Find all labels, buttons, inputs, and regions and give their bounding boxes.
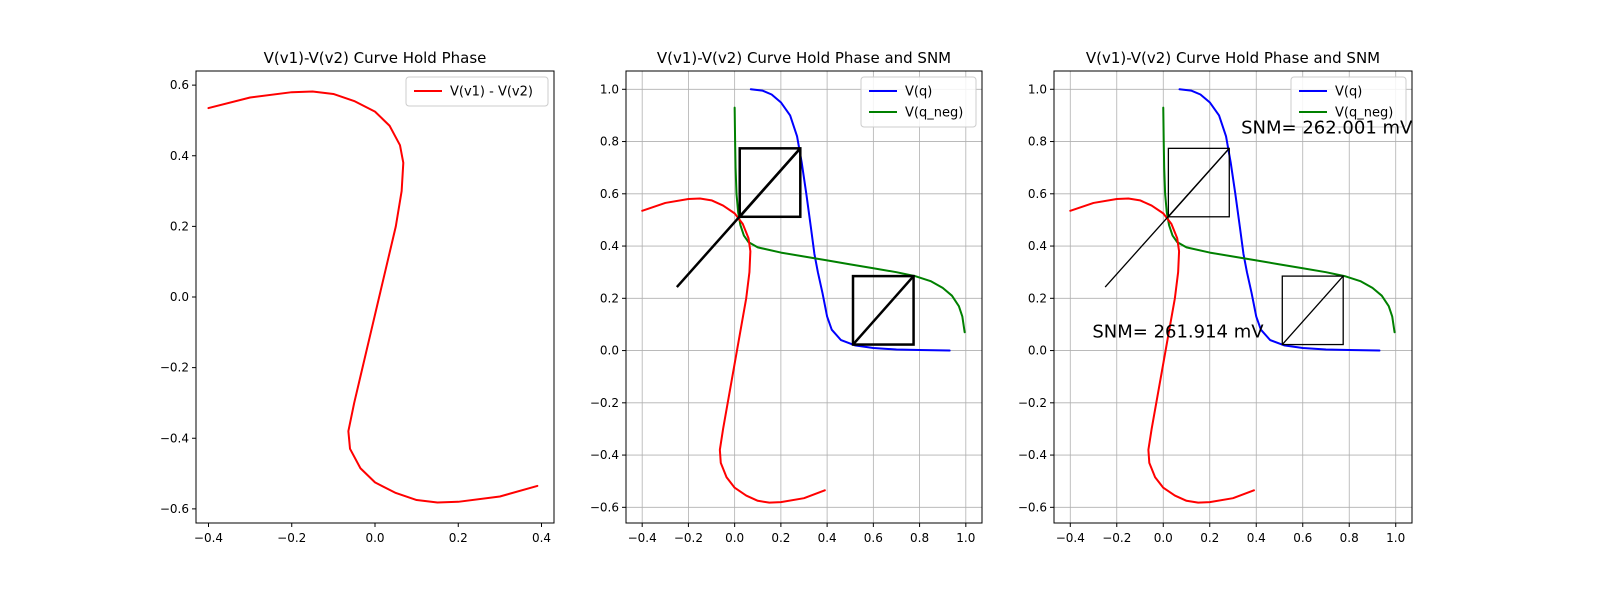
- x-tick-label: −0.2: [674, 531, 703, 545]
- x-tick-label: 1.0: [956, 531, 975, 545]
- x-tick-label: −0.4: [1056, 531, 1085, 545]
- y-tick-label: −0.2: [160, 361, 189, 375]
- y-tick-label: 0.2: [600, 291, 619, 305]
- legend-label: V(q_neg): [905, 106, 963, 121]
- snm-box-1: [1167, 147, 1230, 218]
- snm-diagonal-line: [1104, 147, 1230, 288]
- snm-annotation: SNM= 261.914 mV: [1092, 321, 1264, 342]
- chart-panel-3: −0.4 −0.2 0.0 0.2 0.4 0.6 0.8 1.0 −0.6 −0.4 −0.2 0.…: [1018, 49, 1413, 545]
- x-tick-label: 0.6: [1293, 531, 1312, 545]
- snm-diagonal-line: [675, 147, 802, 288]
- x-tick-label: 0.0: [725, 531, 744, 545]
- series-line-v-q-neg-: [1162, 106, 1396, 334]
- chart-title: V(v1)-V(v2) Curve Hold Phase and SNM: [657, 49, 951, 67]
- y-tick-label: −0.2: [1018, 396, 1047, 410]
- chart-panel-1: −0.4 −0.2 0.0 0.2 0.4 −0.6 −0.4 −0.2 0.0 0.2 0.4 0.…: [160, 49, 555, 545]
- legend: V(v1) - V(v2): [405, 76, 549, 107]
- legend: V(q) V(q_neg): [860, 76, 977, 128]
- axes-frame: [1053, 70, 1413, 524]
- legend-label: V(q): [905, 85, 932, 100]
- chart-title: V(v1)-V(v2) Curve Hold Phase: [264, 49, 487, 67]
- plot-area: [641, 88, 966, 504]
- y-tick-label: 0.0: [170, 290, 189, 304]
- y-tick-label: −0.4: [1018, 448, 1047, 462]
- x-tick-label: −0.4: [194, 531, 223, 545]
- y-tick-label: 0.6: [600, 187, 619, 201]
- y-tick-label: 0.6: [170, 78, 189, 92]
- plot-area: [207, 90, 539, 504]
- y-tick-label: 0.8: [600, 135, 619, 149]
- legend-label: V(v1) - V(v2): [450, 85, 533, 100]
- chart-panel-2: −0.4 −0.2 0.0 0.2 0.4 0.6 0.8 1.0 −0.6 −0.4 −0.2 0.…: [590, 49, 983, 545]
- y-tick-label: −0.6: [160, 502, 189, 516]
- y-tick-label: 0.4: [600, 239, 619, 253]
- series-line-v-v1-v-v2-: [207, 90, 539, 504]
- x-tick-label: 0.0: [365, 531, 384, 545]
- y-tick-label: 0.0: [1028, 344, 1047, 358]
- x-tick-label: 0.2: [771, 531, 790, 545]
- y-tick-label: 0.0: [600, 344, 619, 358]
- y-tick-label: 0.8: [1028, 135, 1047, 149]
- x-tick-label: −0.4: [628, 531, 657, 545]
- snm-box-diagonal: [852, 275, 915, 346]
- series-line-v-q-neg-: [733, 106, 966, 334]
- series-line-v-q-: [1178, 88, 1381, 352]
- snm-box-diagonal: [1281, 275, 1344, 345]
- series-line-v1-v2-curve: [641, 197, 826, 504]
- snm-box-2: [851, 274, 915, 346]
- legend-label: V(q_neg): [1335, 106, 1393, 121]
- snm-box-2: [1281, 275, 1344, 346]
- y-tick-label: −0.6: [1018, 500, 1047, 514]
- axes-frame: [625, 70, 983, 524]
- x-tick-label: 0.2: [449, 531, 468, 545]
- chart-title: V(v1)-V(v2) Curve Hold Phase and SNM: [1086, 49, 1380, 67]
- x-tick-label: 0.0: [1154, 531, 1173, 545]
- legend: V(q) V(q_neg): [1290, 76, 1407, 128]
- x-tick-label: 0.8: [910, 531, 929, 545]
- legend-label: V(q): [1335, 85, 1362, 100]
- snm-box-1: [738, 147, 802, 219]
- series-line-v1-v2-curve: [1069, 197, 1255, 504]
- x-tick-label: 0.4: [532, 531, 551, 545]
- y-tick-label: 0.6: [1028, 187, 1047, 201]
- legend-box: [860, 76, 977, 128]
- plot-area: [1069, 88, 1396, 504]
- y-tick-label: 0.2: [1028, 291, 1047, 305]
- x-tick-label: −0.2: [277, 531, 306, 545]
- series-line-v-q-: [749, 88, 951, 352]
- legend-box: [1290, 76, 1407, 128]
- x-tick-label: 0.2: [1200, 531, 1219, 545]
- y-tick-label: −0.4: [590, 448, 619, 462]
- x-tick-label: 0.6: [864, 531, 883, 545]
- x-tick-label: 0.8: [1340, 531, 1359, 545]
- x-tick-label: 0.4: [818, 531, 837, 545]
- y-tick-label: 0.2: [170, 219, 189, 233]
- x-tick-label: 0.4: [1247, 531, 1266, 545]
- y-tick-label: −0.2: [590, 396, 619, 410]
- snm-annotation: SNM= 262.001 mV: [1241, 118, 1413, 139]
- x-tick-label: 1.0: [1386, 531, 1405, 545]
- y-tick-label: 1.0: [600, 82, 619, 96]
- y-tick-label: 1.0: [1028, 82, 1047, 96]
- y-tick-label: −0.4: [160, 431, 189, 445]
- x-tick-label: −0.2: [1102, 531, 1131, 545]
- y-tick-label: 0.4: [170, 149, 189, 163]
- y-tick-label: −0.6: [590, 500, 619, 514]
- y-tick-label: 0.4: [1028, 239, 1047, 253]
- legend-box: [405, 76, 549, 107]
